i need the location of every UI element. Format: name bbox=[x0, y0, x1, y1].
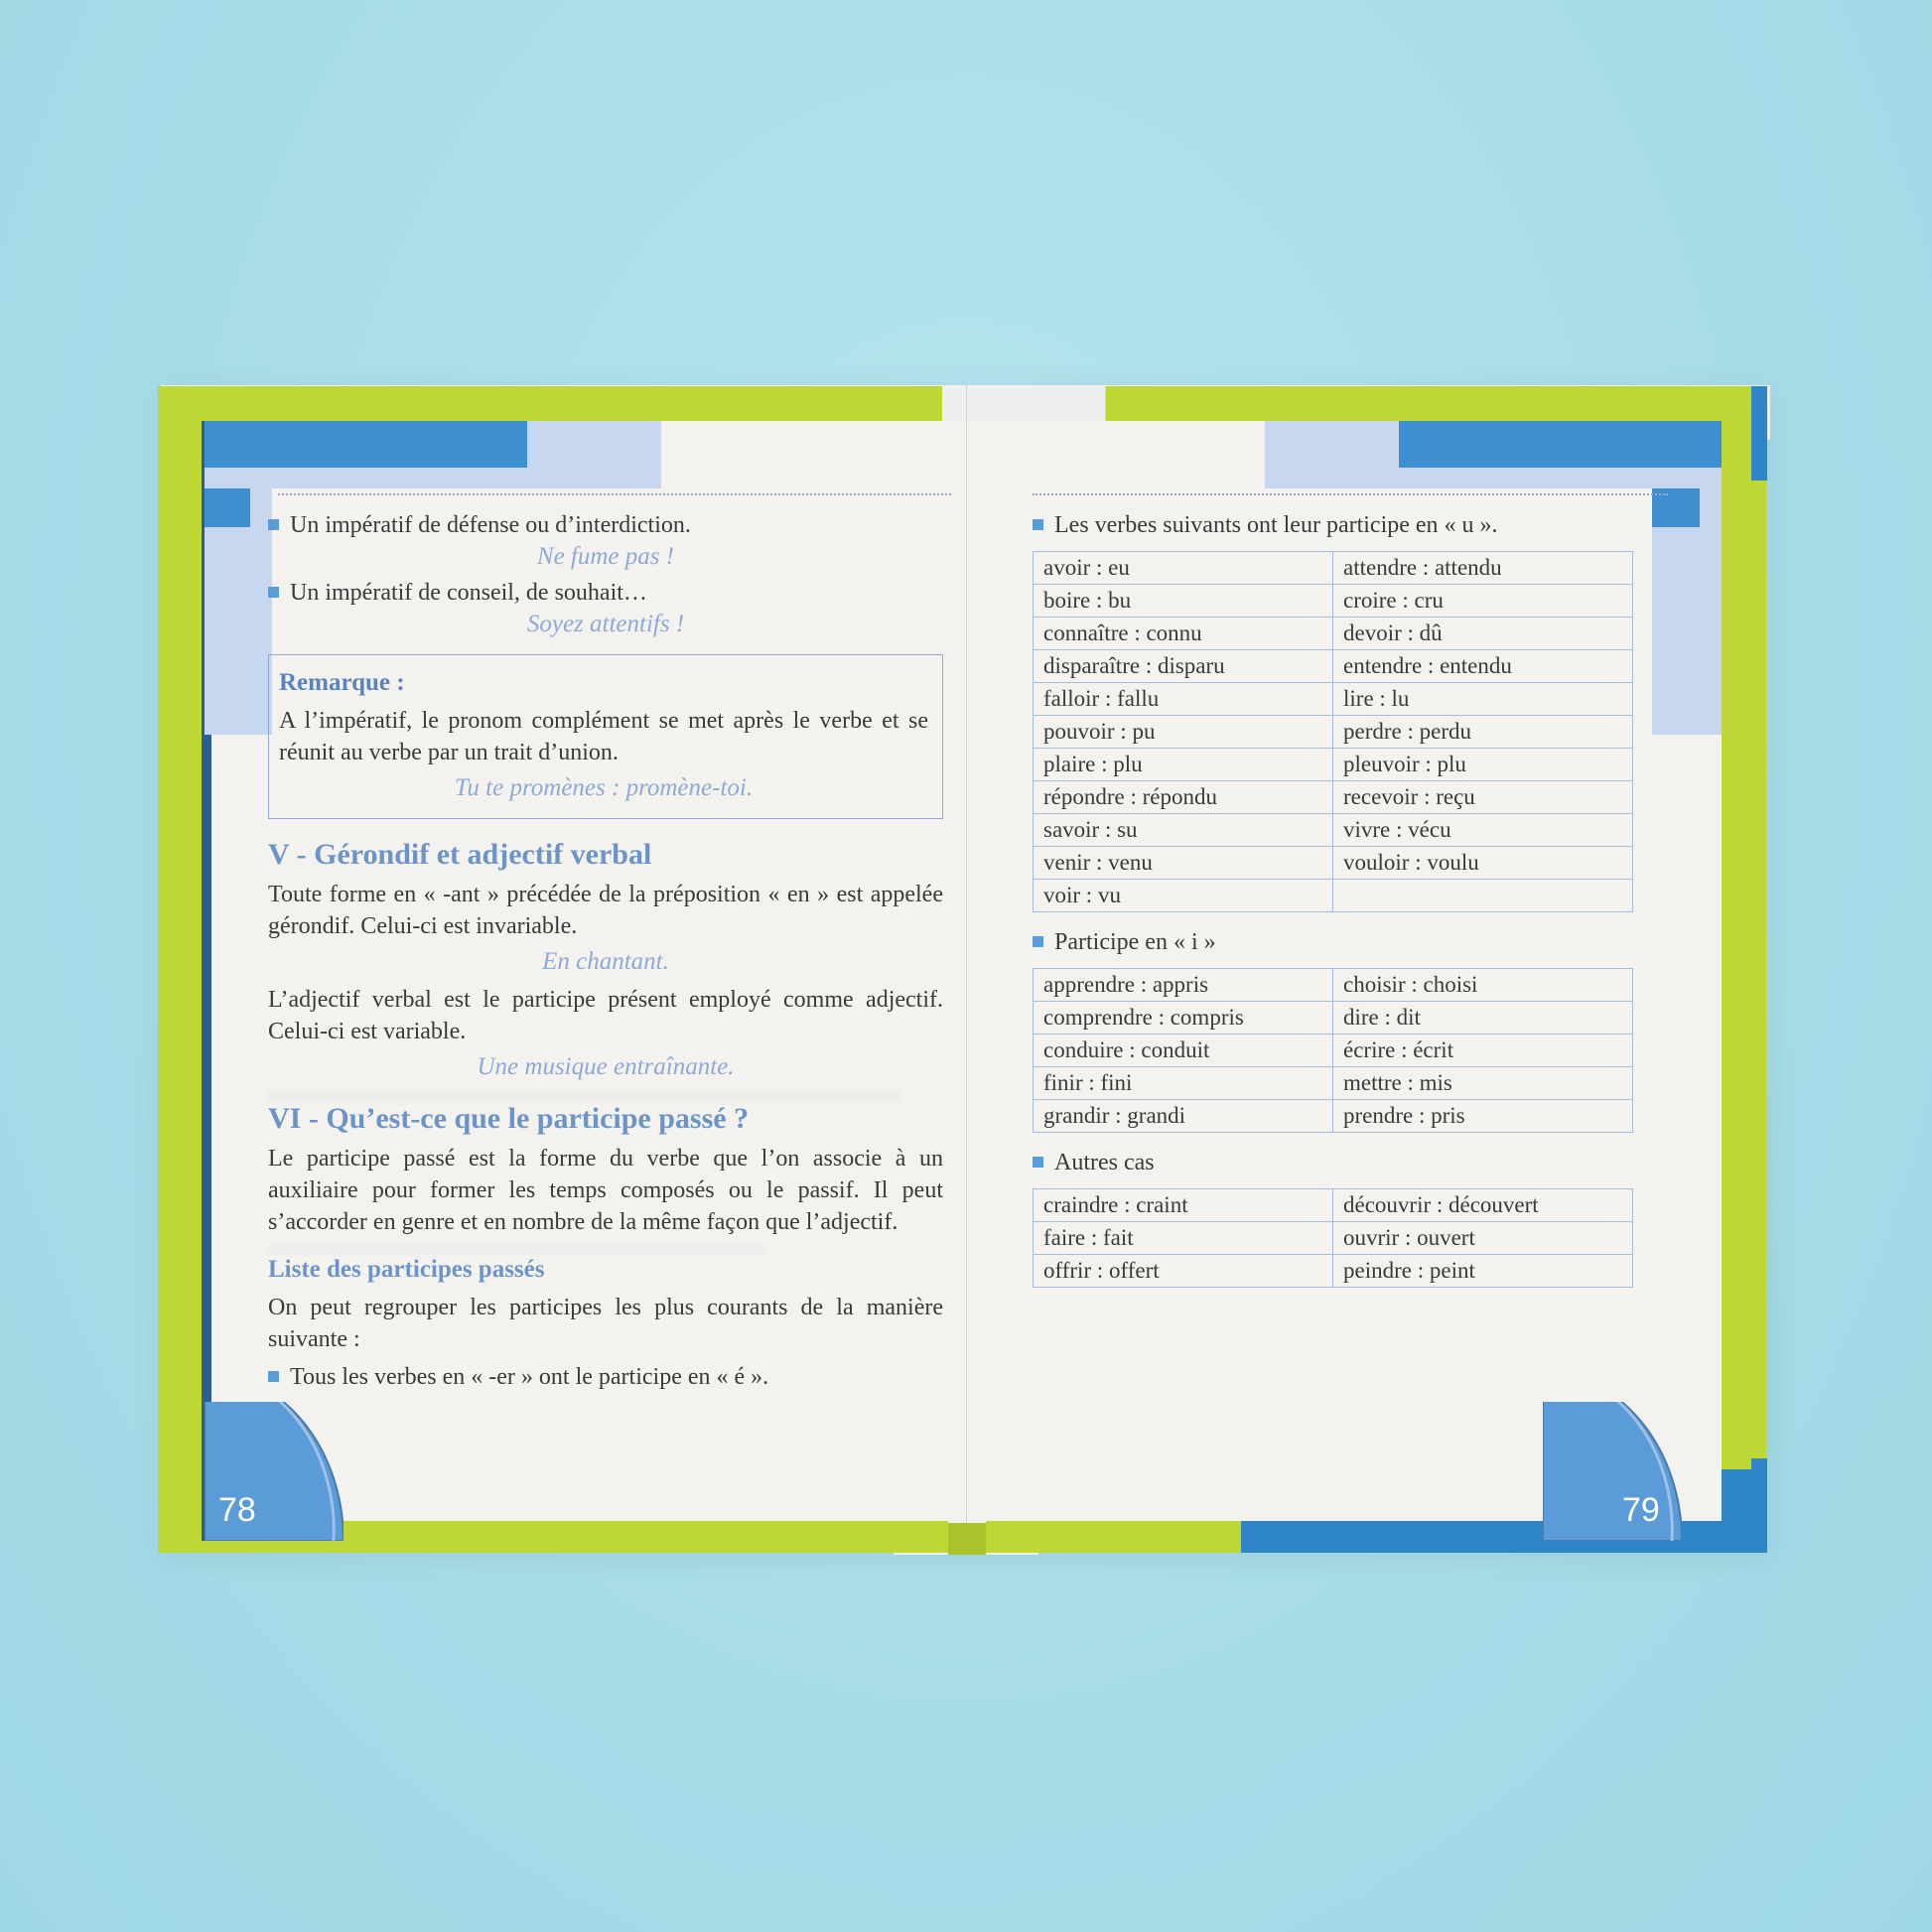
svg-text:79: 79 bbox=[1622, 1491, 1660, 1529]
svg-text:78: 78 bbox=[218, 1491, 256, 1529]
